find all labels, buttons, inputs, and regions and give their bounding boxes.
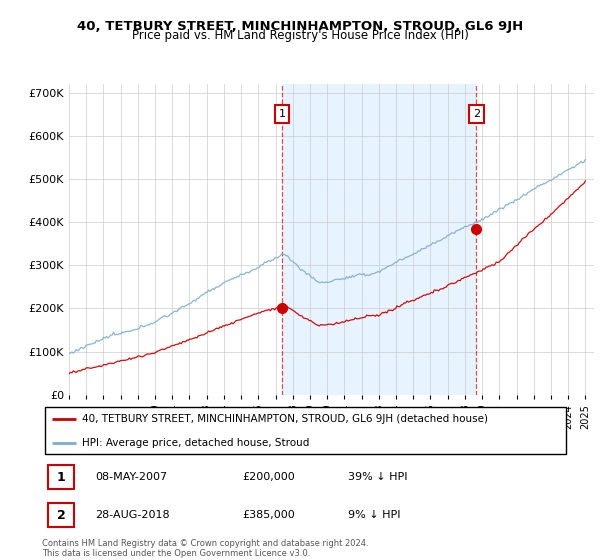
Text: 28-AUG-2018: 28-AUG-2018	[95, 510, 169, 520]
FancyBboxPatch shape	[44, 407, 566, 454]
Text: £385,000: £385,000	[242, 510, 295, 520]
Text: 40, TETBURY STREET, MINCHINHAMPTON, STROUD, GL6 9JH: 40, TETBURY STREET, MINCHINHAMPTON, STRO…	[77, 20, 523, 32]
FancyBboxPatch shape	[49, 503, 74, 528]
Text: HPI: Average price, detached house, Stroud: HPI: Average price, detached house, Stro…	[82, 438, 309, 448]
Text: 1: 1	[278, 109, 286, 119]
Text: 39% ↓ HPI: 39% ↓ HPI	[348, 472, 408, 482]
Text: 9% ↓ HPI: 9% ↓ HPI	[348, 510, 401, 520]
Text: Price paid vs. HM Land Registry's House Price Index (HPI): Price paid vs. HM Land Registry's House …	[131, 29, 469, 42]
Text: 2: 2	[56, 508, 65, 522]
Text: £200,000: £200,000	[242, 472, 295, 482]
Text: 40, TETBURY STREET, MINCHINHAMPTON, STROUD, GL6 9JH (detached house): 40, TETBURY STREET, MINCHINHAMPTON, STRO…	[82, 414, 488, 424]
Bar	[282, 84, 476, 395]
Text: 1: 1	[56, 471, 65, 484]
Text: 08-MAY-2007: 08-MAY-2007	[95, 472, 167, 482]
FancyBboxPatch shape	[49, 465, 74, 489]
Text: Contains HM Land Registry data © Crown copyright and database right 2024.
This d: Contains HM Land Registry data © Crown c…	[42, 539, 368, 558]
Text: 2: 2	[473, 109, 480, 119]
